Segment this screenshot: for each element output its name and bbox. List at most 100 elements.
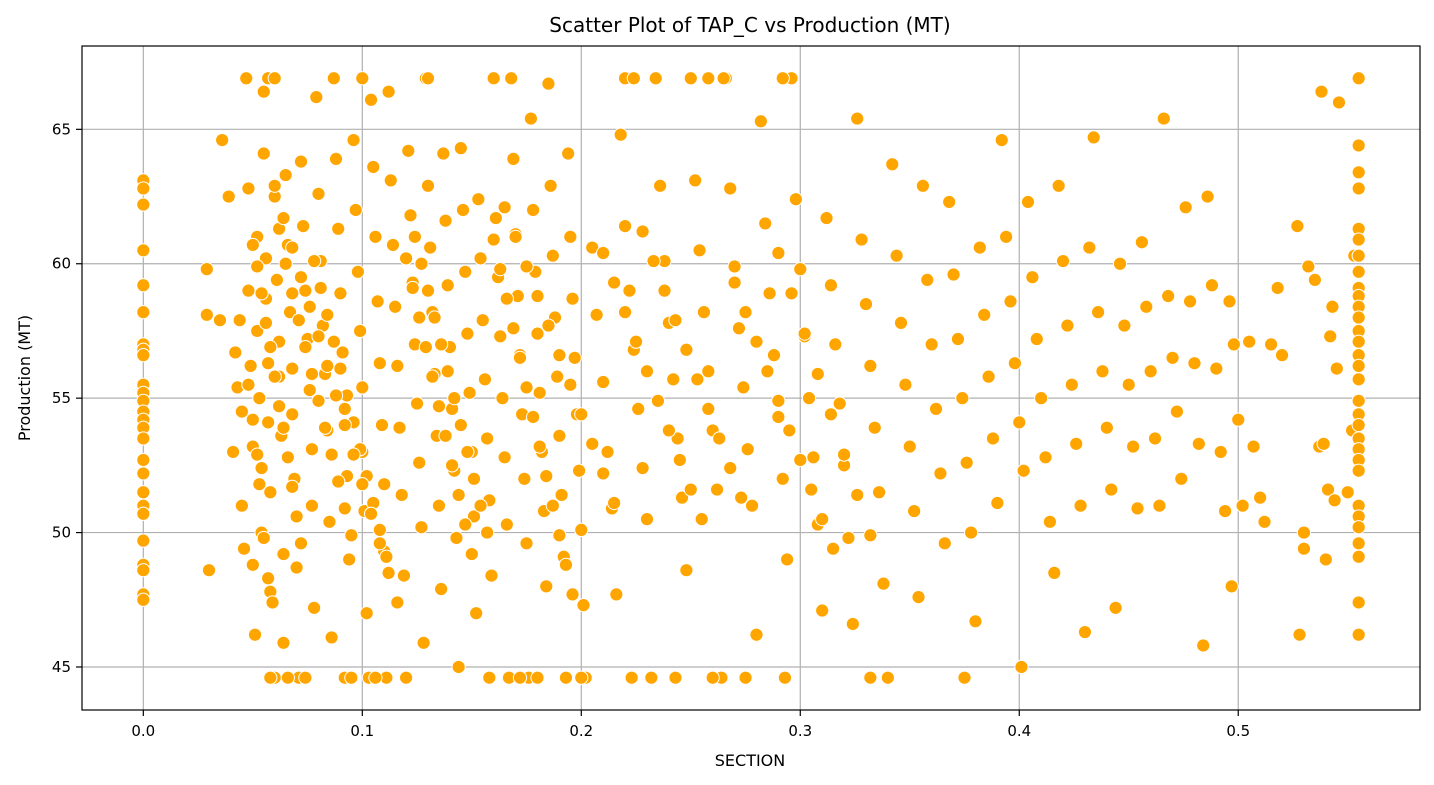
scatter-point [1014,659,1029,675]
scatter-point [451,487,466,503]
scatter-point [771,245,786,261]
scatter-point [136,466,151,481]
scatter-point [1187,356,1202,371]
scatter-point [563,377,578,392]
scatter-point [1025,270,1040,285]
scatter-point [1169,404,1185,419]
scatter-point [539,469,554,484]
scatter-point [447,391,462,406]
scatter-point [1204,278,1220,293]
scatter-point [1224,579,1239,594]
scatter-point [243,358,258,373]
scatter-point [1257,514,1272,529]
scatter-point [1301,259,1316,274]
scatter-point [1152,498,1167,513]
scatter-point [666,372,681,387]
scatter-point [723,460,738,476]
scatter-point [497,200,512,215]
scatter-point [626,71,641,86]
scatter-point [488,210,503,226]
scatter-point [285,286,300,301]
scatter-point [276,546,291,562]
scatter-point [399,670,414,685]
scatter-point [1200,189,1215,204]
scatter-point [550,369,565,384]
scatter-point [1060,318,1075,333]
scatter-point [434,337,449,352]
scatter-point [431,498,447,513]
scatter-point [631,401,646,417]
scatter-point [256,146,271,161]
scatter-point [355,380,370,395]
scatter-point [624,670,639,685]
scatter-point [532,385,547,400]
scatter-point [1351,248,1366,263]
scatter-point [639,364,655,379]
scatter-point [438,213,453,228]
scatter-point [1351,310,1366,325]
scatter-point [1161,288,1176,304]
scatter-point [458,264,473,279]
scatter-point [574,407,589,422]
scatter-point [650,393,666,408]
scatter-point [736,380,751,395]
scatter-point [519,259,534,274]
scatter-point [285,407,300,422]
scatter-point [307,253,322,269]
scatter-point [383,173,398,188]
scatter-point [955,391,970,406]
scatter-point [276,635,291,650]
scatter-point [1318,552,1333,567]
scatter-point [1222,294,1237,309]
scatter-point [635,224,650,239]
scatter-point [1253,490,1268,505]
scatter-point [775,471,790,486]
scatter-point [541,76,556,91]
scatter-point [403,208,418,223]
scatter-point [1117,318,1132,333]
scatter-point [462,385,477,400]
scatter-point [337,501,352,516]
plot-frame [81,45,1421,711]
scatter-point [530,326,545,341]
scatter-point [302,299,317,314]
scatter-point [607,275,622,290]
scatter-point [854,232,869,247]
scatter-point [959,455,974,470]
scatter-point [199,307,214,322]
scatter-point [278,167,293,183]
scatter-point [1351,417,1366,433]
scatter-point [872,485,887,500]
scatter-point [372,522,387,537]
scatter-point [307,600,322,615]
scatter-point [738,305,753,320]
scatter-point [298,670,313,685]
scatter-point [324,447,339,462]
scatter-point [1069,436,1084,451]
scatter-point [863,670,878,685]
scatter-point [771,393,786,408]
scatter-point [1147,431,1163,446]
scatter-point [381,84,396,99]
scatter-point [471,192,486,207]
scatter-point [701,71,716,86]
scatter-point [449,530,464,546]
x-tick-label: 0.0 [131,722,155,740]
scatter-point [1051,178,1066,193]
scatter-point [885,157,900,172]
scatter-point [348,202,363,218]
scatter-point [234,498,249,513]
scatter-point [933,466,948,481]
scatter-point [333,361,348,376]
scatter-point [311,329,326,344]
scatter-point [526,409,541,425]
scatter-point [293,270,309,285]
scatter-point [731,321,747,336]
scatter-point [635,460,650,476]
scatter-point [1351,138,1366,153]
scatter-point [344,670,359,685]
scatter-point [1090,305,1106,320]
scatter-point [519,380,534,395]
scatter-point [841,530,856,546]
scatter-point [985,431,1001,446]
